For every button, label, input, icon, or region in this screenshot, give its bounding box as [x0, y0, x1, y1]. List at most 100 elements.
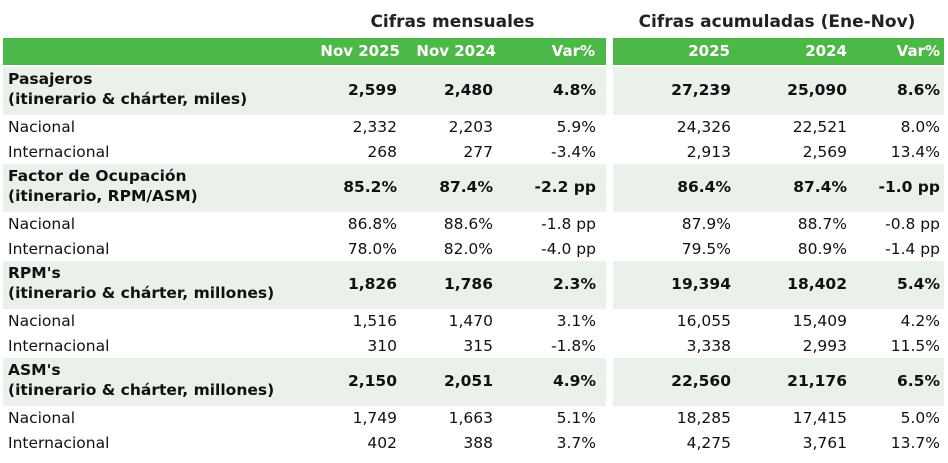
section-title: RPM's — [8, 264, 61, 282]
section-band-monthly — [3, 164, 606, 212]
monthly-header-bar: Nov 2025 Nov 2024 Var% — [3, 38, 606, 65]
value-cell: -4.0 pp — [541, 240, 596, 258]
value-cell: 5.9% — [556, 118, 596, 136]
section-title: Factor de Ocupación — [8, 167, 187, 185]
row-label: Internacional — [8, 143, 110, 161]
value-cell: 402 — [367, 434, 397, 452]
value-cell: 11.5% — [890, 337, 940, 355]
value-cell: 5.1% — [556, 409, 596, 427]
total-cell: 87.4% — [793, 178, 847, 196]
value-cell: 87.9% — [681, 215, 731, 233]
value-cell: 2,913 — [686, 143, 731, 161]
total-cell: 1,826 — [347, 275, 397, 293]
value-cell: 13.7% — [890, 434, 940, 452]
value-cell: -1.8% — [551, 337, 596, 355]
section-subtitle: (itinerario, RPM/ASM) — [8, 187, 198, 205]
total-cell: -2.2 pp — [534, 178, 596, 196]
row-label: Nacional — [8, 409, 76, 427]
header-nov-2024: Nov 2024 — [416, 42, 496, 60]
header-2025: 2025 — [688, 42, 730, 60]
total-cell: 2,051 — [443, 372, 493, 390]
value-cell: 268 — [367, 143, 397, 161]
total-cell: 6.5% — [897, 372, 940, 390]
total-cell: -1.0 pp — [878, 178, 940, 196]
total-cell: 2,480 — [443, 81, 493, 99]
total-cell: 8.6% — [897, 81, 940, 99]
value-cell: 88.6% — [443, 215, 493, 233]
section-band-cumulative — [613, 67, 944, 115]
value-cell: -0.8 pp — [885, 215, 940, 233]
total-cell: 87.4% — [439, 178, 493, 196]
value-cell: 17,415 — [792, 409, 847, 427]
value-cell: 22,521 — [792, 118, 847, 136]
total-cell: 27,239 — [671, 81, 731, 99]
section-band-cumulative — [613, 164, 944, 212]
row-label: Nacional — [8, 215, 76, 233]
section-band-cumulative — [613, 261, 944, 309]
section-subtitle: (itinerario & chárter, miles) — [8, 90, 248, 108]
total-cell: 25,090 — [787, 81, 847, 99]
value-cell: 4,275 — [686, 434, 731, 452]
header-var-monthly: Var% — [551, 42, 595, 60]
cumulative-title: Cifras acumuladas (Ene-Nov) — [638, 12, 916, 32]
monthly-title: Cifras mensuales — [370, 12, 535, 32]
value-cell: 315 — [463, 337, 493, 355]
value-cell: 2,332 — [352, 118, 397, 136]
value-cell: -1.8 pp — [541, 215, 596, 233]
value-cell: 4.2% — [900, 312, 940, 330]
value-cell: 277 — [463, 143, 493, 161]
value-cell: 1,663 — [448, 409, 493, 427]
value-cell: -3.4% — [551, 143, 596, 161]
value-cell: 79.5% — [681, 240, 731, 258]
total-cell: 2.3% — [553, 275, 596, 293]
value-cell: 1,749 — [352, 409, 397, 427]
value-cell: 3.7% — [556, 434, 596, 452]
value-cell: 24,326 — [676, 118, 731, 136]
total-cell: 4.9% — [553, 372, 596, 390]
cumulative-header-bar: 2025 2024 Var% — [613, 38, 944, 65]
section-band-monthly — [3, 358, 606, 406]
total-cell: 22,560 — [671, 372, 731, 390]
value-cell: 1,470 — [448, 312, 493, 330]
row-label: Internacional — [8, 240, 110, 258]
total-cell: 4.8% — [553, 81, 596, 99]
value-cell: 1,516 — [352, 312, 397, 330]
section-band-monthly — [3, 67, 606, 115]
value-cell: 2,203 — [448, 118, 493, 136]
header-2024: 2024 — [805, 42, 847, 60]
row-label: Nacional — [8, 118, 76, 136]
total-cell: 5.4% — [897, 275, 940, 293]
value-cell: 80.9% — [797, 240, 847, 258]
section-title: ASM's — [8, 361, 61, 379]
total-cell: 86.4% — [677, 178, 731, 196]
value-cell: 88.7% — [797, 215, 847, 233]
value-cell: 310 — [367, 337, 397, 355]
header-var-cumulative: Var% — [896, 42, 940, 60]
total-cell: 21,176 — [787, 372, 847, 390]
value-cell: 2,993 — [802, 337, 847, 355]
row-label: Nacional — [8, 312, 76, 330]
total-cell: 2,599 — [347, 81, 397, 99]
value-cell: 2,569 — [802, 143, 847, 161]
section-subtitle: (itinerario & chárter, millones) — [8, 284, 275, 302]
value-cell: 3,761 — [802, 434, 847, 452]
total-cell: 2,150 — [347, 372, 397, 390]
value-cell: 82.0% — [443, 240, 493, 258]
section-band-monthly — [3, 261, 606, 309]
header-nov-2025: Nov 2025 — [320, 42, 400, 60]
value-cell: 86.8% — [347, 215, 397, 233]
value-cell: 78.0% — [347, 240, 397, 258]
value-cell: 5.0% — [900, 409, 940, 427]
row-label: Internacional — [8, 337, 110, 355]
value-cell: -1.4 pp — [885, 240, 940, 258]
value-cell: 3.1% — [556, 312, 596, 330]
section-title: Pasajeros — [8, 70, 93, 88]
total-cell: 18,402 — [787, 275, 847, 293]
value-cell: 8.0% — [900, 118, 940, 136]
value-cell: 16,055 — [676, 312, 731, 330]
total-cell: 1,786 — [443, 275, 493, 293]
value-cell: 13.4% — [890, 143, 940, 161]
section-subtitle: (itinerario & chárter, millones) — [8, 381, 275, 399]
value-cell: 3,338 — [686, 337, 731, 355]
